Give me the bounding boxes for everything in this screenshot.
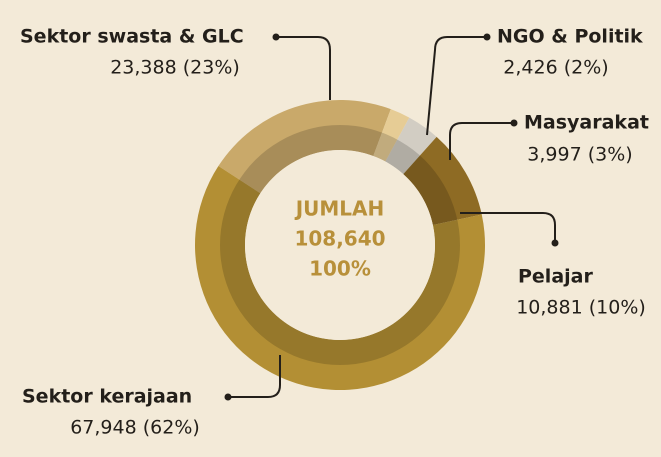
leader-line <box>449 122 514 160</box>
donut-segment <box>373 109 410 162</box>
donut-segment <box>194 166 485 390</box>
value-label: 2,426 (2%) <box>503 57 608 79</box>
donut-segment <box>403 136 482 225</box>
value-label: 10,881 (10%) <box>516 297 646 319</box>
leader-dot <box>272 33 280 41</box>
category-label: Sektor swasta & GLC <box>20 26 244 48</box>
leader-dot <box>551 239 559 247</box>
category-label: Sektor kerajaan <box>22 386 192 408</box>
value-label: 67,948 (62%) <box>70 417 200 439</box>
leader-dot <box>483 33 491 41</box>
donut-hole <box>245 150 435 340</box>
leader-line <box>228 355 281 398</box>
donut-segment <box>385 117 437 175</box>
leader-line <box>276 36 331 100</box>
center-text: 108,640 <box>294 227 385 251</box>
category-label: NGO & Politik <box>497 26 643 48</box>
donut-segment <box>218 99 391 194</box>
category-label: Pelajar <box>518 266 593 288</box>
value-label: 3,997 (3%) <box>527 144 632 166</box>
donut <box>194 99 485 390</box>
center-text: 100% <box>309 257 371 281</box>
leader-line <box>460 212 556 243</box>
leader-dot <box>510 119 518 127</box>
category-label: Masyarakat <box>524 112 649 134</box>
center-text: JUMLAH <box>294 197 385 221</box>
leader-dot <box>224 393 232 401</box>
leader-line <box>426 36 487 136</box>
value-label: 23,388 (23%) <box>110 57 240 79</box>
